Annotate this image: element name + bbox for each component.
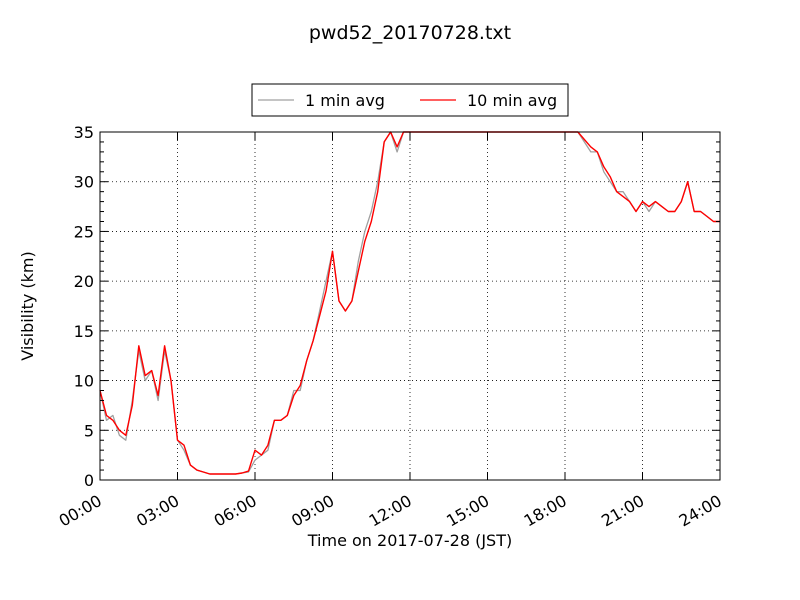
series-layer xyxy=(99,131,720,475)
legend: 1 min avg 10 min avg xyxy=(251,83,569,117)
y-tick-label: 25 xyxy=(74,222,94,241)
chart-title: pwd52_20170728.txt xyxy=(309,22,511,44)
x-axis-label: Time on 2017-07-28 (JST) xyxy=(307,531,512,550)
grid-lines xyxy=(100,132,720,480)
legend-label-10min: 10 min avg xyxy=(467,91,557,110)
y-axis-label: Visibility (km) xyxy=(18,251,37,360)
y-tick-label: 15 xyxy=(74,322,94,341)
y-tick-label: 20 xyxy=(74,272,94,291)
y-tick-label: 30 xyxy=(74,173,94,192)
y-tick-labels: 0 5 10 15 20 25 30 35 xyxy=(74,123,94,490)
y-tick-label: 10 xyxy=(74,372,94,391)
axis-ticks xyxy=(99,131,721,481)
series-line-10-min-avg xyxy=(99,131,720,475)
y-tick-label: 35 xyxy=(74,123,94,142)
legend-label-1min: 1 min avg xyxy=(305,91,385,110)
legend-box xyxy=(251,83,569,117)
y-tick-label: 5 xyxy=(84,421,94,440)
y-tick-label: 0 xyxy=(84,471,94,490)
